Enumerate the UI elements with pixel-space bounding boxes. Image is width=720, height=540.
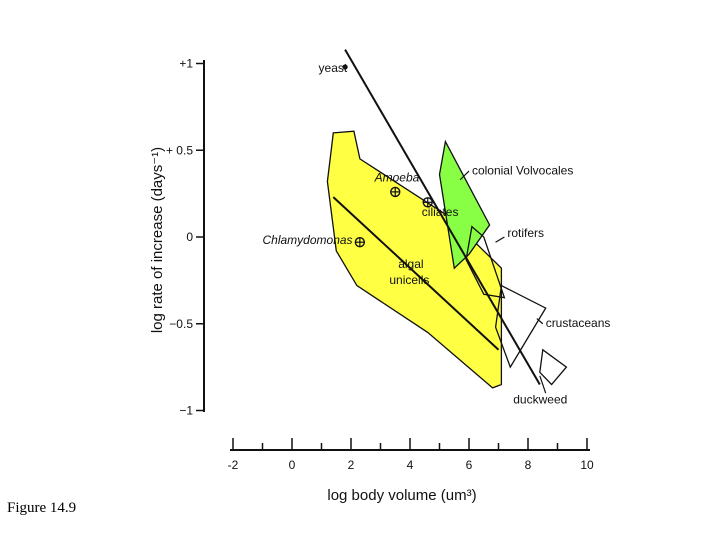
leader-colonial-volvocales (459, 170, 470, 181)
label-algal: algal (398, 257, 423, 271)
leader-layer (459, 170, 547, 394)
leader-rotifers (495, 236, 505, 243)
label-duckweed: duckweed (513, 393, 567, 407)
label-crustaceans: crustaceans (546, 316, 611, 330)
region-layer (326, 130, 568, 389)
x-axis-title: log body volume (um³) (327, 487, 476, 504)
y-tick-label: −1 (179, 404, 193, 418)
point-amoeba (390, 186, 401, 198)
label-yeast: yeast (319, 61, 348, 75)
point-ciliates (422, 197, 433, 208)
region-rotifers (465, 225, 506, 299)
label-colonial-volvocales: colonial Volvocales (472, 164, 573, 178)
x-tick-layer: -2 0 2 4 6 8 10 (228, 438, 594, 472)
region-colonial-volvocales (438, 139, 491, 270)
trendline-layer (332, 49, 541, 385)
y-axis-title: log rate of increase (days⁻¹) (149, 147, 166, 333)
point-layer (342, 64, 433, 248)
y-tick-layer: +1 + 0.5 0 −0.5 −1 (166, 57, 204, 418)
x-tick-label: 0 (289, 458, 296, 472)
x-tick-label: 6 (466, 458, 473, 472)
x-tick-label: 10 (580, 458, 594, 472)
point-chlamydomonas (354, 237, 366, 248)
y-tick-label: +1 (179, 57, 193, 71)
annotation-layer: yeast Amoeba ciliates Chlamydomonas algal uni… (263, 61, 611, 406)
label-ciliates: ciliates (422, 205, 459, 219)
region-algal-unicells (326, 130, 503, 389)
x-tick-label: -2 (228, 458, 239, 472)
y-tick-label: + 0.5 (166, 143, 193, 157)
leader-crustaceans (536, 318, 544, 325)
figure-label: Figure 14.9 (7, 500, 77, 516)
region-duckweed (539, 348, 568, 386)
x-tick-label: 2 (348, 458, 355, 472)
label-chlamydomonas: Chlamydomonas (263, 233, 353, 247)
x-tick-label: 8 (525, 458, 532, 472)
y-tick-label: −0.5 (169, 317, 193, 331)
y-tick-label: 0 (186, 230, 193, 244)
x-tick-label: 4 (407, 458, 414, 472)
line-algal-unicells-trend (332, 196, 500, 351)
point-yeast (342, 64, 348, 70)
leader-duckweed (539, 375, 547, 394)
label-unicells: unicells (389, 273, 429, 287)
line-overall-trend (344, 49, 541, 385)
label-amoeba: Amoeba (374, 170, 420, 184)
label-rotifers: rotifers (507, 226, 544, 240)
